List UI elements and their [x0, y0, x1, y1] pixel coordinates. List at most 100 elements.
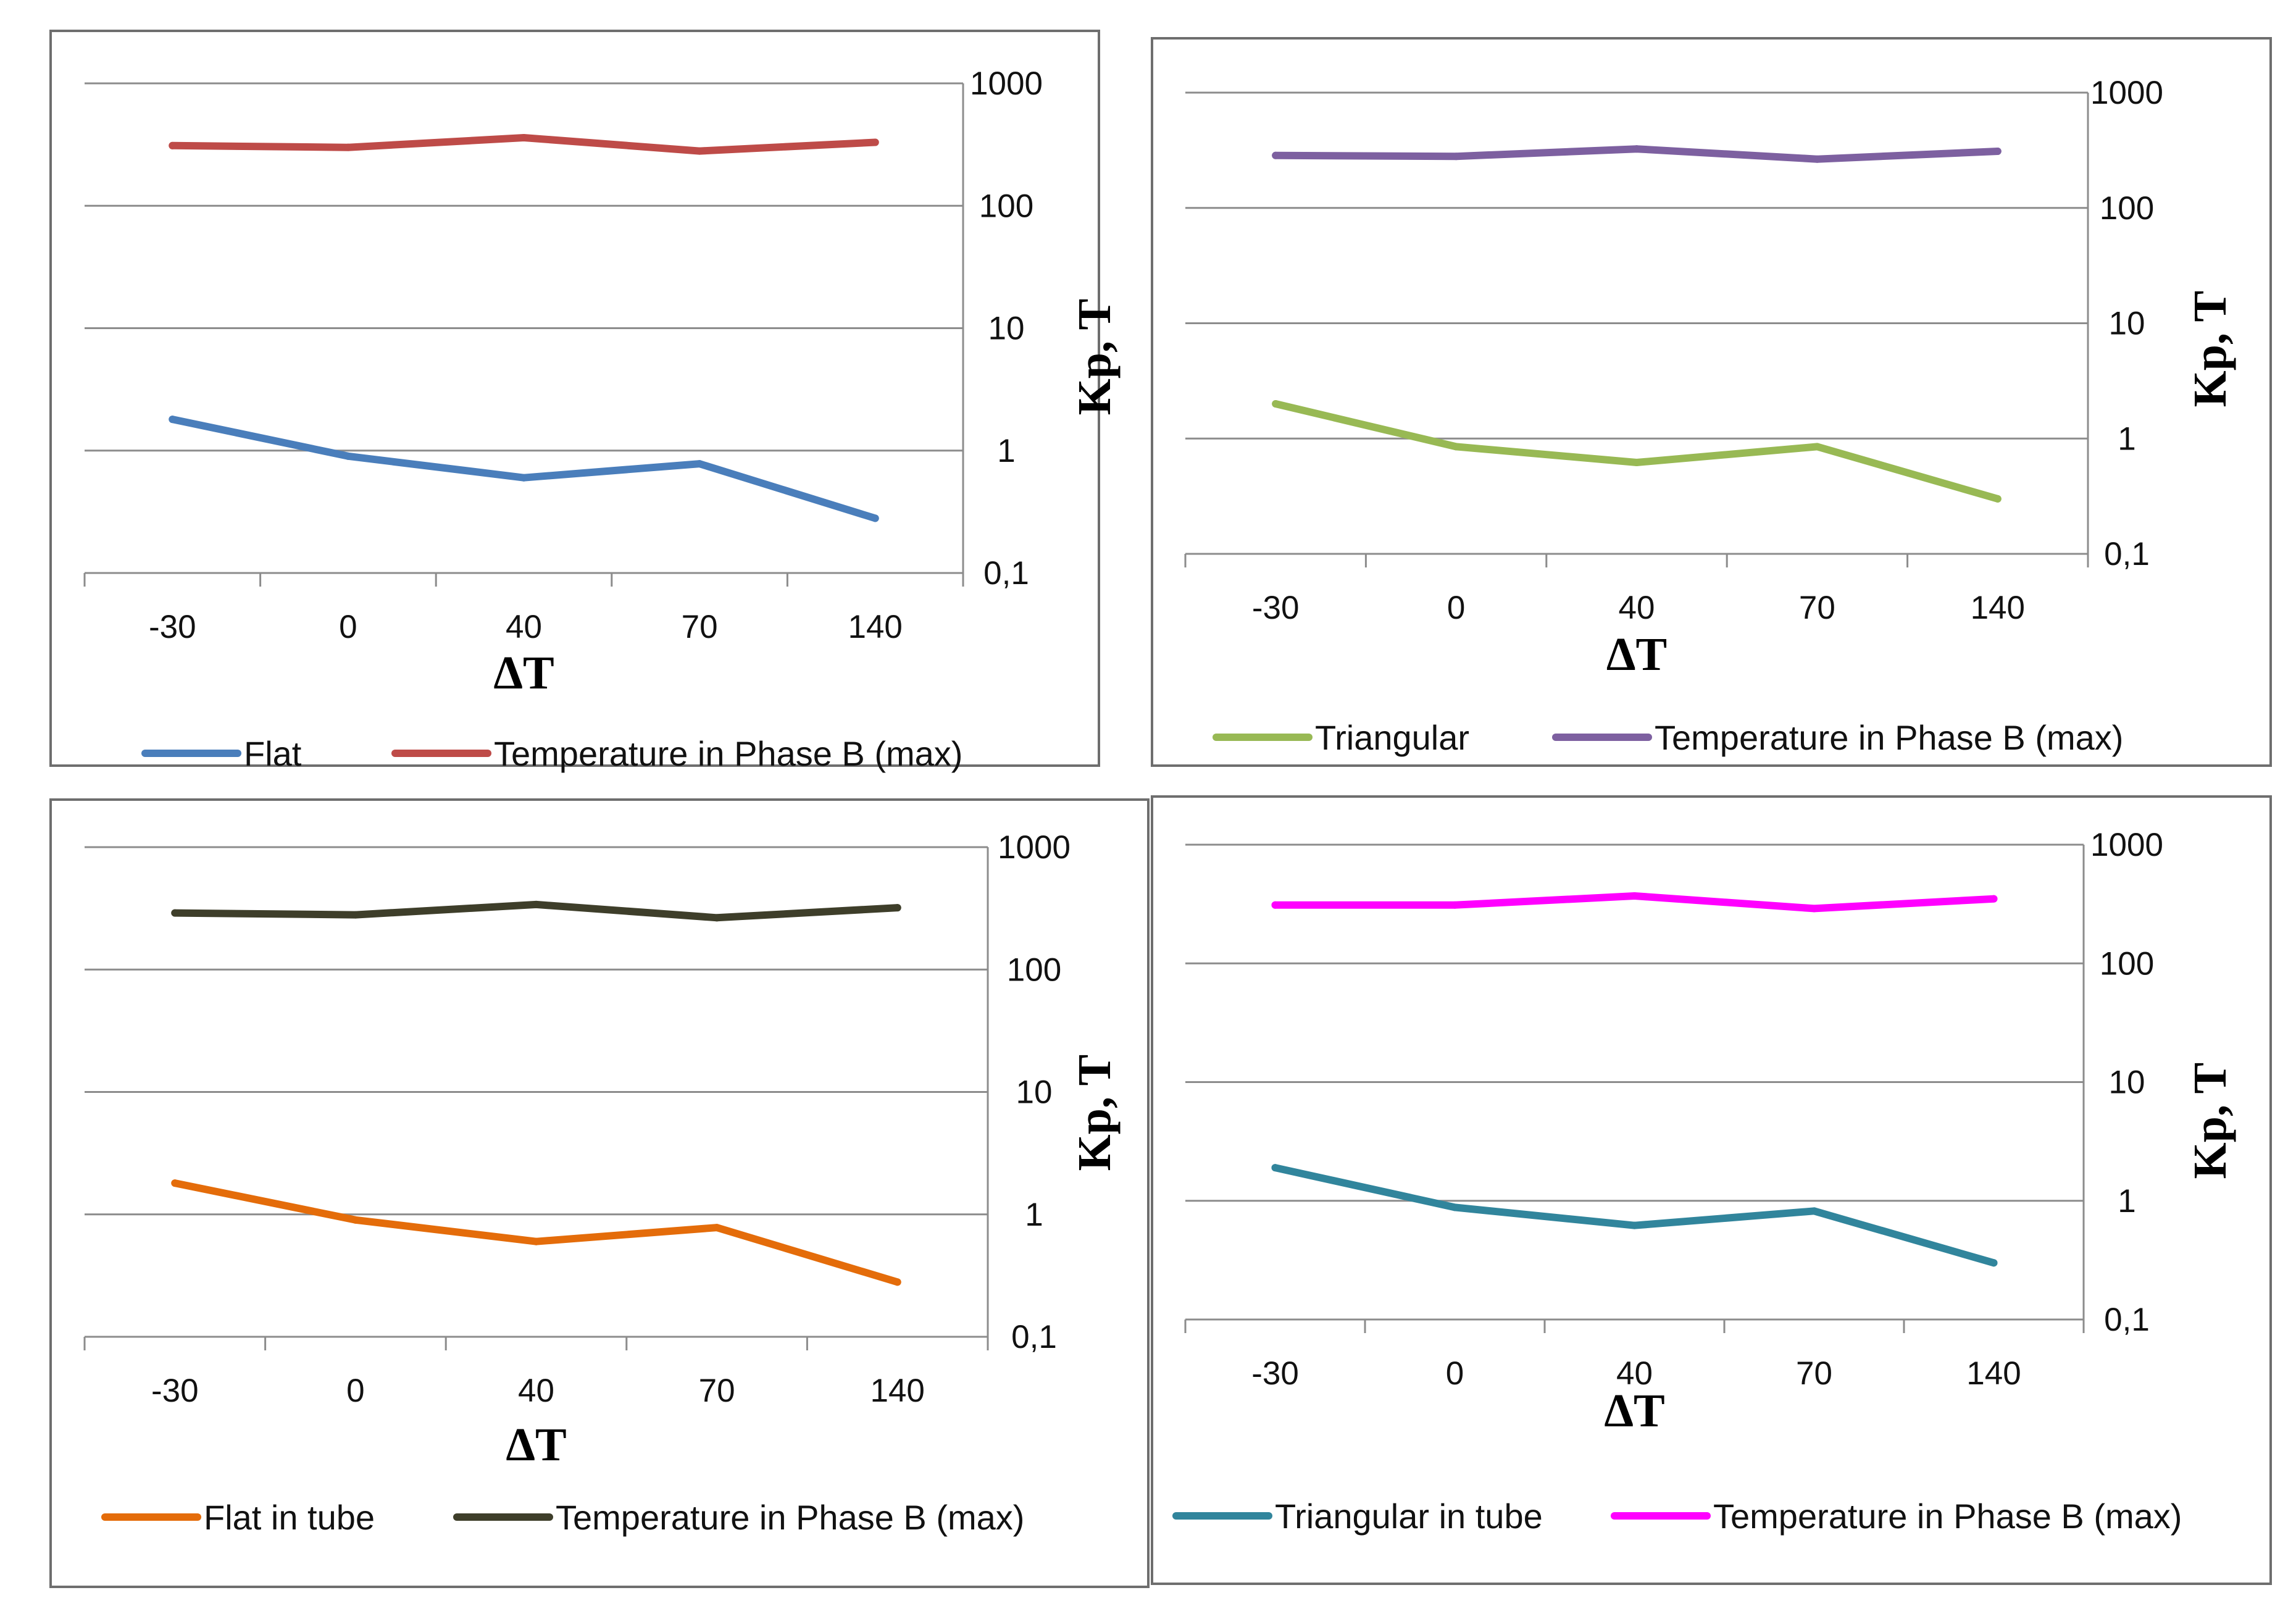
series-line-1 [169, 416, 879, 522]
data-point [1452, 153, 1460, 161]
x-tick-label: 0 [339, 609, 357, 645]
data-point [1813, 155, 1821, 163]
data-point [171, 1179, 179, 1187]
x-tick-label: 0 [1447, 590, 1465, 626]
data-point [893, 904, 901, 912]
y-axis-title: Kp, T [1069, 1055, 1121, 1171]
y-tick-label: 100 [2100, 190, 2154, 227]
data-point [1630, 1221, 1639, 1229]
y-axis-title: Kp, T [2184, 291, 2236, 408]
data-point [1272, 400, 1280, 408]
data-point [871, 138, 879, 146]
y-tick-label: 100 [2100, 945, 2154, 982]
data-point [1451, 901, 1459, 909]
x-tick-label: -30 [1252, 590, 1300, 626]
data-point [169, 141, 177, 149]
x-tick-label: 70 [699, 1373, 735, 1409]
legend-label: Temperature in Phase B (max) [1713, 1497, 2182, 1536]
y-tick-label: 100 [1007, 951, 1061, 988]
y-tick-label: 10 [2109, 306, 2145, 342]
x-tick-label: 70 [1799, 590, 1835, 626]
data-point [520, 474, 528, 482]
data-point [1810, 905, 1818, 913]
data-point [1990, 895, 1998, 903]
series-line-1 [1272, 400, 2002, 503]
data-point [1452, 443, 1460, 451]
x-tick-label: 0 [1446, 1355, 1464, 1392]
x-tick-label: -30 [151, 1373, 199, 1409]
legend-label: Triangular in tube [1275, 1497, 1543, 1536]
data-point [1271, 1164, 1279, 1172]
data-point [1272, 151, 1280, 159]
x-axis-title: ΔT [1604, 1385, 1664, 1437]
x-axis-title: ΔT [1606, 629, 1667, 680]
data-point [893, 1278, 901, 1286]
data-point [713, 914, 721, 922]
y-tick-label: 10 [1016, 1074, 1053, 1111]
panel-border [49, 30, 1100, 767]
x-tick-label: 40 [1619, 590, 1655, 626]
legend-label: Temperature in Phase B (max) [494, 734, 962, 773]
data-point [532, 900, 540, 908]
x-tick-label: 140 [1971, 590, 2025, 626]
y-tick-label: 1 [2118, 1183, 2135, 1219]
chart-panel-4: 0,1 1 10 100 1000 -30 0 40 70 140 ΔT Kp, T Triangula… [1151, 795, 2272, 1585]
y-tick-label: 10 [988, 311, 1025, 347]
y-tick-label: 1 [2118, 420, 2135, 457]
data-point [1813, 443, 1821, 451]
legend-label: Flat in tube [204, 1498, 375, 1537]
x-tick-label: 140 [870, 1373, 924, 1409]
x-tick-label: 40 [1616, 1355, 1653, 1392]
y-tick-label: 1000 [2090, 827, 2163, 863]
x-tick-label: 140 [848, 609, 902, 645]
data-point [1810, 1207, 1818, 1215]
chart-panel-1: 0,1 1 10 100 1000 -30 0 40 70 140 ΔT Kp, T Flat Tempe… [49, 30, 1121, 773]
y-tick-label: 1 [997, 433, 1015, 469]
data-point [871, 514, 879, 522]
y-tick-label: 10 [2109, 1064, 2145, 1101]
data-point [1630, 892, 1639, 900]
x-tick-label: 40 [506, 609, 542, 645]
x-tick-label: 140 [1966, 1355, 2021, 1392]
y-tick-label: 1000 [998, 829, 1071, 866]
data-point [171, 909, 179, 917]
y-tick-label: 100 [979, 188, 1033, 224]
data-point [351, 1216, 359, 1224]
x-tick-label: 70 [1796, 1355, 1832, 1392]
panel-border [49, 798, 1150, 1588]
data-point [1633, 145, 1640, 153]
data-point [696, 147, 704, 155]
chart-panel-2: 0,1 1 10 100 1000 -30 0 40 70 140 ΔT Kp, T Triangula… [1151, 37, 2272, 767]
legend-label: Flat [244, 734, 302, 773]
data-point [1271, 901, 1279, 909]
y-tick-label: 0,1 [983, 555, 1029, 592]
data-point [1993, 495, 2002, 503]
data-point [344, 452, 352, 460]
y-axis-title: Kp, T [2184, 1063, 2236, 1179]
data-point [344, 143, 352, 151]
y-tick-label: 1 [1025, 1197, 1043, 1233]
data-point [520, 133, 528, 141]
y-tick-label: 1000 [970, 65, 1043, 102]
legend-label: Triangular [1315, 718, 1469, 757]
data-point [713, 1224, 721, 1232]
x-axis-title: ΔT [493, 647, 554, 699]
y-tick-label: 0,1 [2104, 1302, 2150, 1338]
x-tick-label: 40 [518, 1373, 554, 1409]
x-tick-label: 70 [682, 609, 718, 645]
x-tick-label: -30 [149, 609, 196, 645]
x-tick-label: 0 [346, 1373, 364, 1409]
data-point [1993, 147, 2002, 155]
y-tick-label: 0,1 [2104, 536, 2150, 572]
y-tick-label: 0,1 [1011, 1319, 1057, 1355]
data-point [1451, 1203, 1459, 1211]
chart-panel-3: 0,1 1 10 100 1000 -30 0 40 70 140 ΔT Kp, T Flat in t… [49, 798, 1150, 1588]
panel-border [1151, 795, 2272, 1585]
data-point [1990, 1259, 1998, 1267]
series-line-1 [1271, 1164, 1998, 1267]
data-point [169, 416, 177, 424]
data-point [351, 911, 359, 919]
data-point [1633, 459, 1640, 467]
y-tick-label: 1000 [2090, 75, 2163, 111]
